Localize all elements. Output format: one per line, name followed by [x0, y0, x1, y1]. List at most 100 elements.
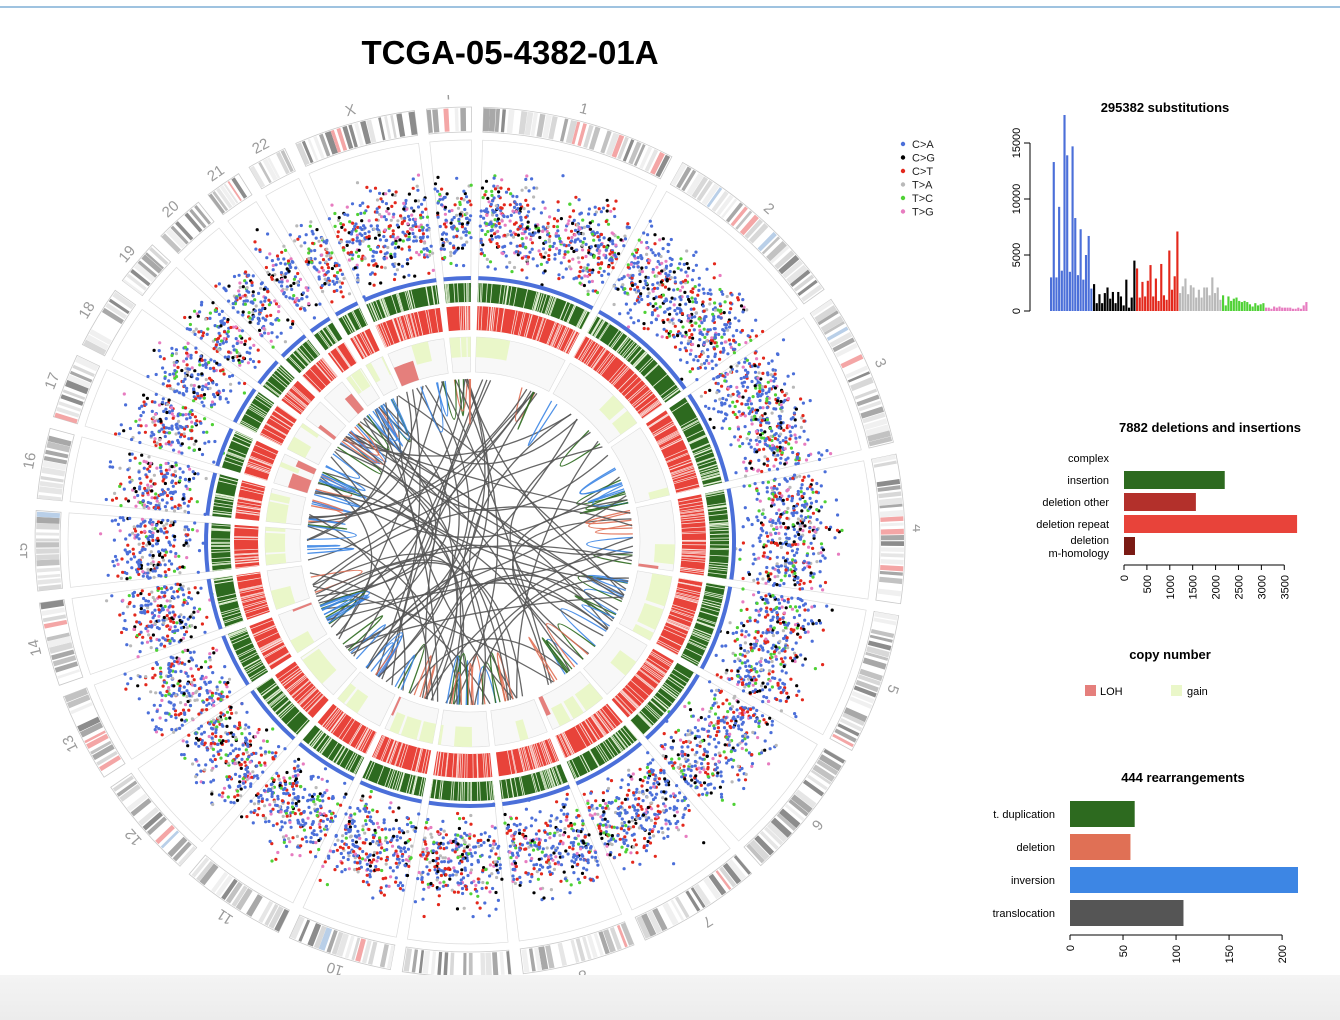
ideogram-band [570, 939, 580, 963]
mutation-point [521, 833, 525, 837]
mutation-point [573, 228, 578, 232]
mutation-point [614, 255, 618, 259]
mutation-point [791, 543, 795, 547]
ideogram-band [126, 793, 148, 812]
ideogram-band [196, 860, 214, 882]
ideogram-band [814, 305, 837, 323]
mutation-point [782, 664, 786, 669]
mutation-point [287, 837, 291, 841]
mutation-point [730, 780, 734, 784]
ideogram-band [754, 835, 775, 856]
mutation-point [798, 527, 803, 531]
ideogram-band [865, 651, 889, 661]
mutation-point [678, 303, 682, 307]
mutation-point [583, 835, 587, 839]
circos-plot: 12345678910111213141516171819202122XY [20, 95, 920, 995]
mutation-point [747, 396, 751, 400]
mutation-point [690, 324, 694, 328]
mutation-point [836, 552, 841, 556]
mutation-point [169, 655, 173, 659]
mutation-point [567, 835, 571, 839]
ideogram-band [344, 935, 355, 959]
mutation-point [722, 329, 726, 333]
mutation-point [692, 328, 696, 332]
mutation-point [673, 794, 677, 798]
mutation-point [769, 504, 774, 508]
mutation-point [361, 849, 365, 854]
mutation-point [500, 178, 504, 182]
mutation-point [778, 515, 782, 519]
mutation-point [211, 671, 215, 675]
mutation-point [464, 884, 468, 888]
mutation-point [698, 331, 702, 335]
mutation-point [774, 743, 778, 748]
mutation-point [744, 748, 749, 752]
ideogram-band [802, 779, 825, 797]
mutation-point [719, 316, 723, 320]
mutation-point [753, 557, 757, 561]
mutation-point [698, 781, 702, 785]
mutation-point [541, 200, 545, 204]
mutation-point [676, 287, 680, 291]
mutation-point [702, 841, 706, 845]
mutation-point [629, 287, 633, 291]
mutation-point [212, 703, 216, 708]
mutation-point [776, 352, 780, 357]
mutation-point [798, 435, 802, 439]
mutation-point [739, 706, 743, 710]
mutation-point [672, 766, 676, 770]
mutation-point [480, 853, 484, 857]
ideogram-band [690, 887, 706, 909]
mutation-point [751, 713, 756, 718]
mutation-point [547, 257, 551, 262]
mutation-point [763, 748, 767, 752]
mutation-point [475, 889, 479, 893]
mutation-point [165, 689, 169, 694]
mutation-point [811, 490, 815, 494]
ideogram-band [348, 124, 358, 148]
mutation-point [213, 742, 217, 746]
mutation-point [680, 775, 684, 779]
mutation-point [129, 676, 133, 681]
mutation-point [214, 691, 218, 695]
mutation-point [755, 450, 759, 454]
mutation-point [662, 790, 666, 794]
ideogram-band [735, 210, 753, 230]
mutation-point [424, 842, 428, 846]
mutation-point [750, 466, 754, 470]
mutation-point [451, 839, 456, 844]
mutation-point [795, 693, 799, 698]
ideogram-band [681, 169, 697, 192]
mutation-point [238, 780, 242, 784]
mutation-point [502, 203, 506, 207]
mutation-point [540, 283, 544, 287]
mutation-point [423, 840, 427, 844]
mutation-point [627, 788, 631, 793]
mutation-point [759, 526, 764, 530]
mutation-point [731, 334, 735, 338]
mutation-point [740, 711, 744, 715]
mutation-point [530, 816, 534, 820]
mutation-point [684, 759, 688, 764]
mutation-point [805, 553, 809, 558]
mutation-point [796, 489, 800, 494]
ideogram-band [36, 567, 61, 573]
mutation-point [573, 836, 577, 840]
mutation-point [601, 791, 606, 795]
mutation-point [496, 186, 500, 190]
mutation-point [695, 779, 700, 783]
mutation-point [733, 412, 737, 417]
ideogram-band [83, 339, 107, 356]
mutation-point [706, 328, 710, 332]
mutation-point [294, 801, 298, 806]
ideogram-band [336, 933, 349, 957]
mutation-point [716, 308, 720, 312]
mutation-point [553, 253, 557, 257]
mutation-point [767, 361, 771, 365]
mutation-point [371, 833, 375, 837]
mutation-point [713, 712, 718, 716]
mutation-point [548, 836, 552, 840]
mutation-point [675, 810, 679, 814]
mutation-point [728, 311, 732, 315]
mutation-point [641, 826, 645, 830]
